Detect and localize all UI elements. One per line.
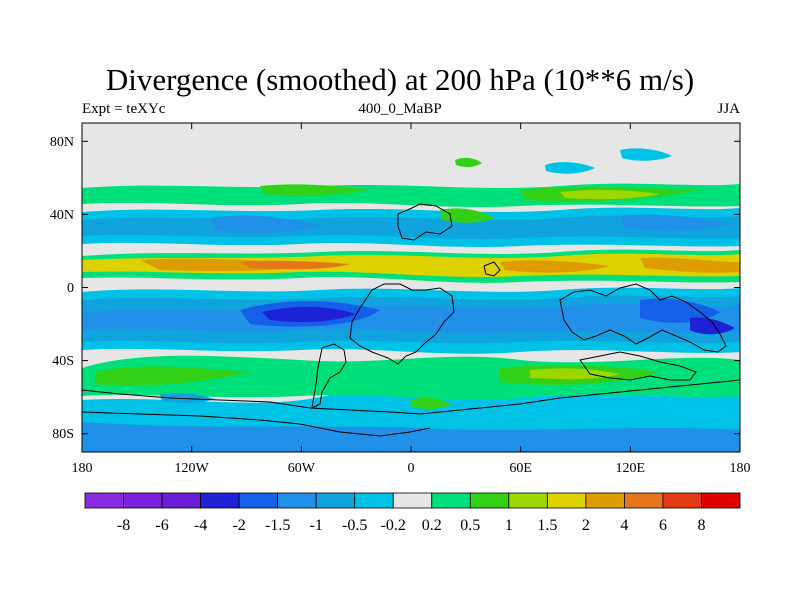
colorbar-label: -1 xyxy=(310,517,323,534)
colorbar-label: 8 xyxy=(697,517,705,534)
colorbar-label: -0.2 xyxy=(381,517,406,534)
colorbar-swatch xyxy=(585,492,625,509)
lat-tick-labels: 80N 40N 0 40S 80S xyxy=(50,135,74,442)
colorbar-swatch xyxy=(662,492,702,509)
colorbar-swatch xyxy=(392,492,433,509)
colorbar-label: -1.5 xyxy=(265,517,290,534)
colorbar-label: 0.5 xyxy=(460,517,480,534)
colorbar-swatch xyxy=(277,492,317,509)
colorbar-label: 1 xyxy=(505,517,513,534)
colorbar-swatch xyxy=(315,492,356,509)
colorbar-swatch xyxy=(84,492,124,509)
colorbar-label: -8 xyxy=(117,517,130,534)
lon-tick-label: 180 xyxy=(72,461,93,476)
colorbar-label: 1.5 xyxy=(537,517,557,534)
colorbar-swatch xyxy=(431,492,471,509)
lat-tick-label: 40N xyxy=(50,208,74,223)
lon-tick-label: 120W xyxy=(175,461,210,476)
lat-tick-label: 0 xyxy=(67,281,74,296)
colorbar-swatch xyxy=(200,492,240,509)
divergence-field xyxy=(82,123,740,452)
lat-tick-label: 80N xyxy=(50,135,74,150)
colorbar-swatch xyxy=(354,492,394,509)
colorbar-label: 2 xyxy=(582,517,590,534)
lon-tick-label: 60W xyxy=(288,461,316,476)
lat-tick-label: 80S xyxy=(52,427,74,442)
lon-tick-label: 0 xyxy=(408,461,415,476)
lon-tick-labels: 180 120W 60W 0 60E 120E 180 xyxy=(72,461,751,476)
colorbar-swatch xyxy=(238,492,279,509)
plot-title: Divergence (smoothed) at 200 hPa (10**6 … xyxy=(105,62,695,97)
colorbar-swatch xyxy=(469,492,510,509)
colorbar: -8 -6 -4 -2 -1.5 -1 -0.5 -0.2 0.2 0.5 1 1.5 2 4 6 8 xyxy=(84,492,741,534)
period-label: 400_0_MaBP xyxy=(358,101,442,117)
continent-outlines xyxy=(82,203,740,437)
colorbar-swatch xyxy=(508,492,548,509)
colorbar-swatch xyxy=(701,492,741,509)
colorbar-swatch xyxy=(624,492,664,509)
lon-tick-label: 180 xyxy=(730,461,751,476)
colorbar-label: -2 xyxy=(232,517,245,534)
colorbar-swatch xyxy=(123,492,163,509)
colorbar-label: 4 xyxy=(620,517,628,534)
lon-tick-label: 120E xyxy=(616,461,646,476)
season-label: JJA xyxy=(717,101,740,117)
colorbar-label: -6 xyxy=(155,517,168,534)
colorbar-swatch xyxy=(546,492,587,509)
colorbar-label: 6 xyxy=(659,517,667,534)
lat-tick-label: 40S xyxy=(52,354,74,369)
lon-tick-label: 60E xyxy=(509,461,532,476)
experiment-label: Expt = teXYc xyxy=(82,101,166,117)
colorbar-label: -4 xyxy=(194,517,207,534)
colorbar-label: -0.5 xyxy=(342,517,367,534)
colorbar-label: 0.2 xyxy=(422,517,442,534)
colorbar-swatch xyxy=(161,492,201,509)
lon-tick-marks xyxy=(81,123,741,452)
lat-tick-marks xyxy=(82,140,740,435)
